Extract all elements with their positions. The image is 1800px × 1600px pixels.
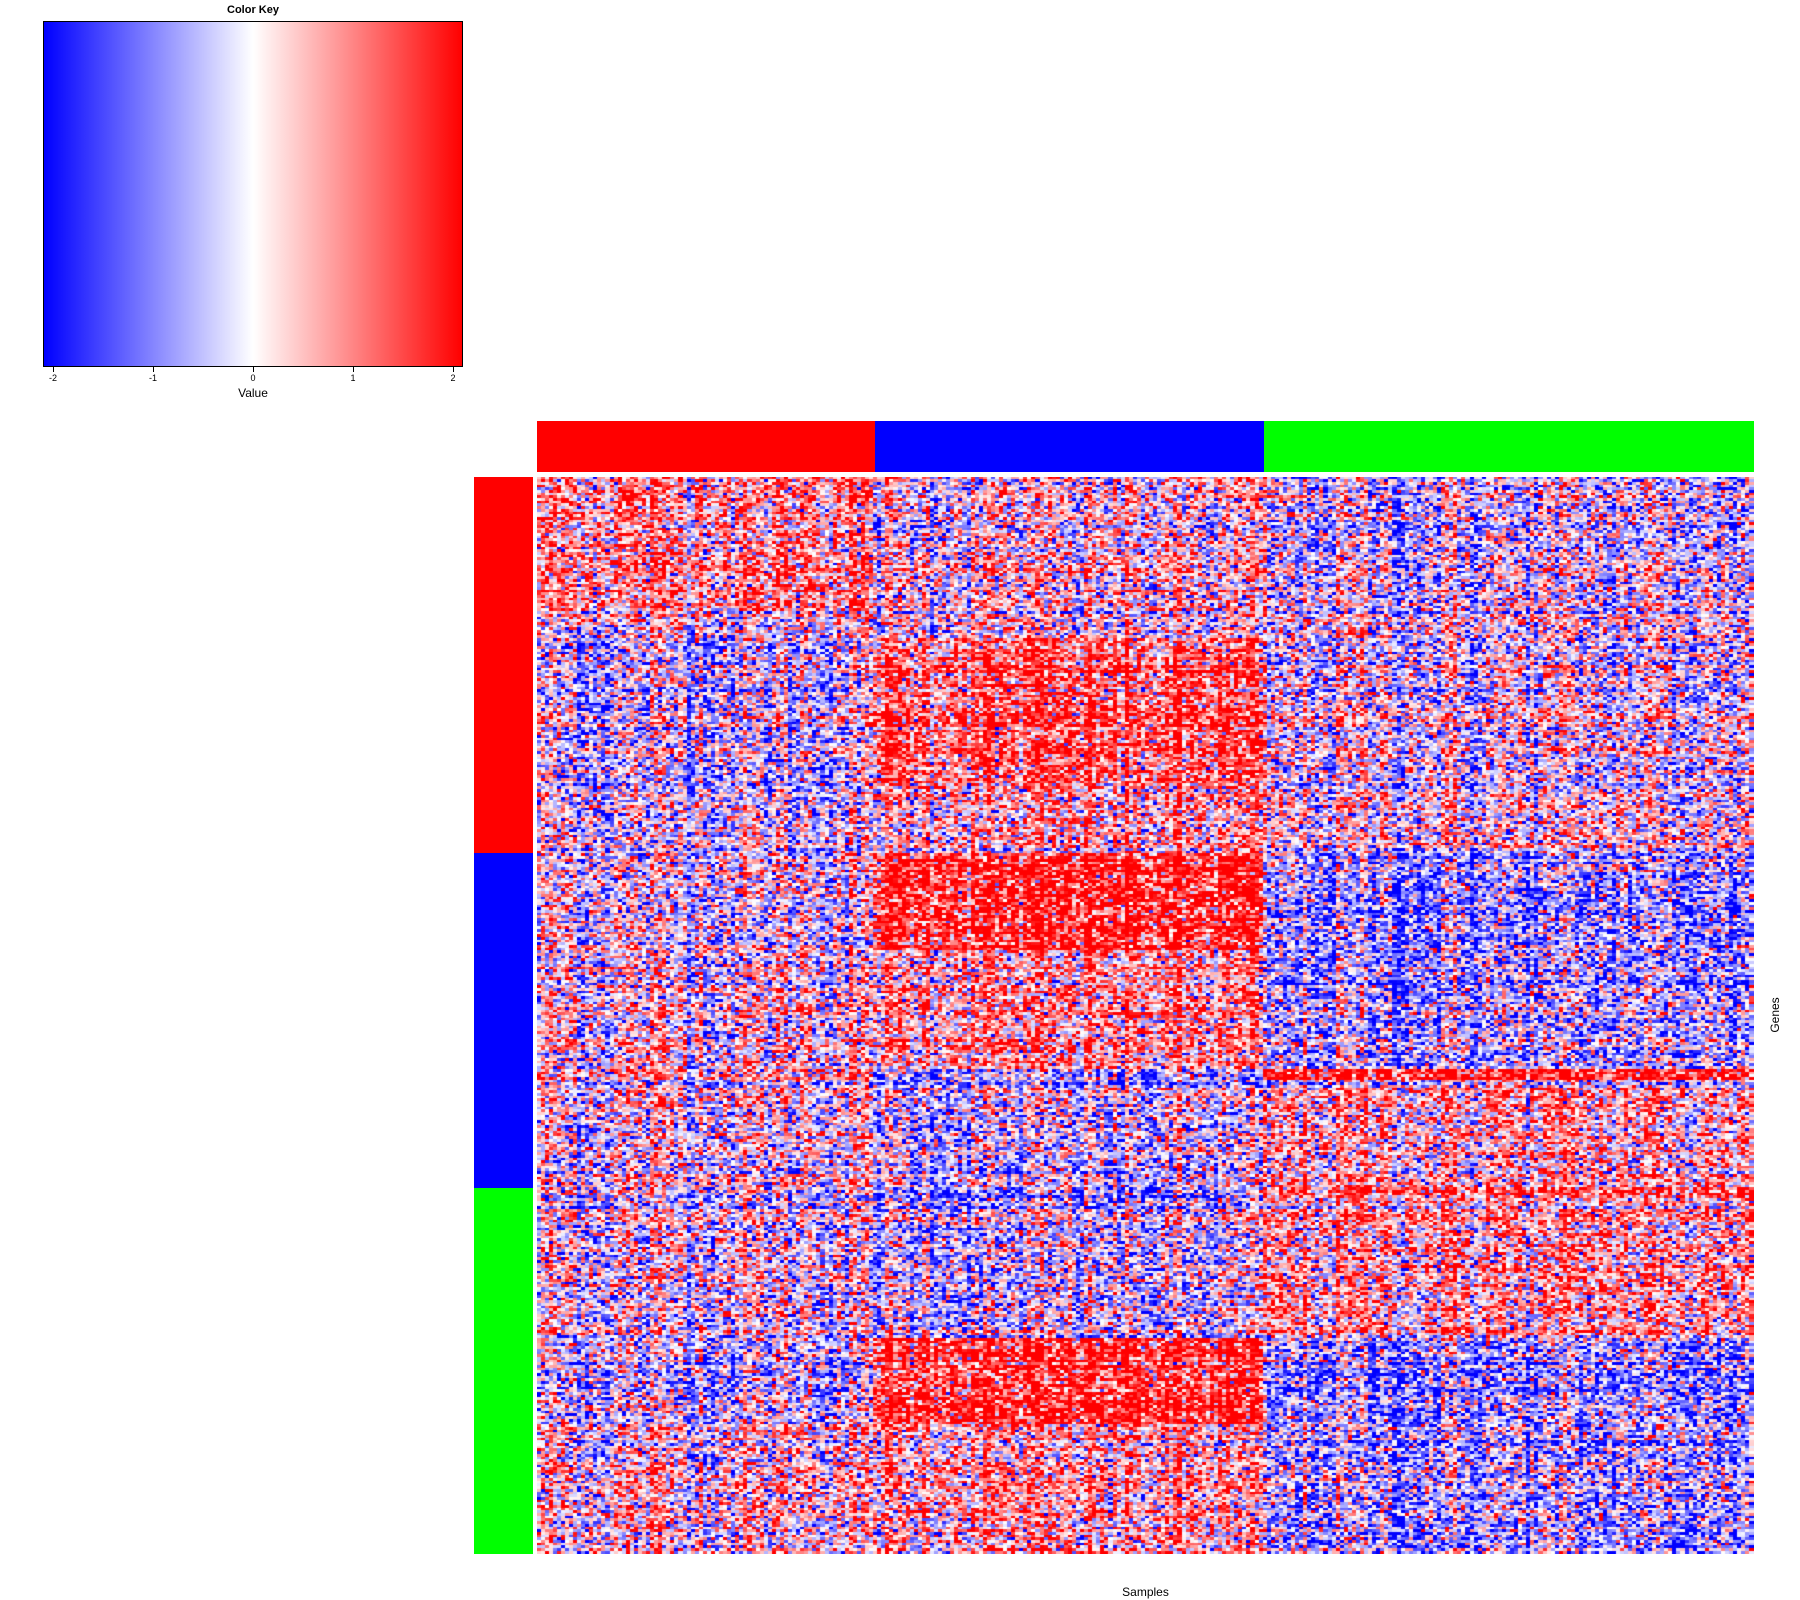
row-group-sidebar xyxy=(474,477,533,1555)
color-key-title: Color Key xyxy=(227,4,279,16)
color-key-gradient xyxy=(43,21,463,367)
row-group-segment-group-1 xyxy=(474,477,533,853)
column-group-sidebar xyxy=(537,421,1754,472)
y-axis-label: Genes xyxy=(1768,997,1782,1033)
color-key-tick-label: 2 xyxy=(450,373,456,383)
color-key-tick xyxy=(353,367,354,372)
color-key-tick xyxy=(53,367,54,372)
color-key-axis: -2 -1 0 1 2 xyxy=(43,367,463,387)
row-group-segment-group-3 xyxy=(474,1187,533,1555)
column-group-segment-group-3 xyxy=(1263,421,1754,472)
color-key-tick-label: 0 xyxy=(250,373,256,383)
color-key-tick-label: -1 xyxy=(148,373,158,383)
color-key-tick-label: -2 xyxy=(48,373,58,383)
row-group-segment-group-2 xyxy=(474,852,533,1188)
color-key-xlabel: Value xyxy=(238,386,268,400)
x-axis-label: Samples xyxy=(1122,1585,1169,1599)
column-group-segment-group-1 xyxy=(537,421,876,472)
color-key-tick xyxy=(153,367,154,372)
heatmap-grid xyxy=(537,477,1754,1554)
color-key-tick xyxy=(253,367,254,372)
color-key-tick xyxy=(453,367,454,372)
column-group-segment-group-2 xyxy=(875,421,1264,472)
color-key-tick-label: 1 xyxy=(350,373,356,383)
